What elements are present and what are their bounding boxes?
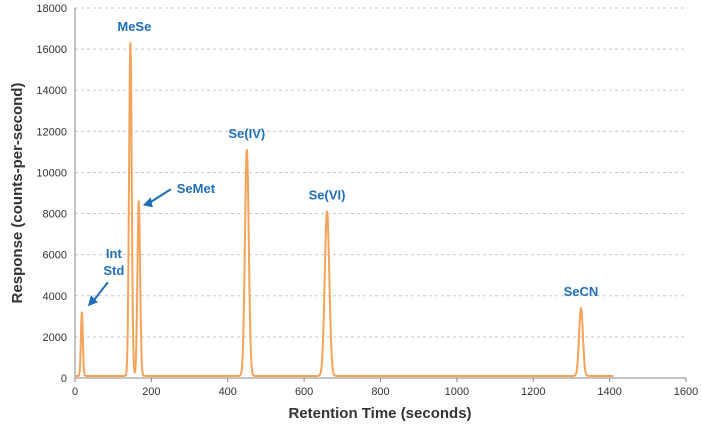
- y-tick-label: 14000: [36, 85, 67, 97]
- series-line-response: [74, 41, 615, 377]
- y-tick-label: 18000: [36, 3, 67, 15]
- peak-label-int-std: Std: [103, 263, 124, 278]
- y-tick-label: 16000: [36, 44, 67, 56]
- arrow-int-std: [93, 281, 109, 301]
- x-tick-label: 400: [219, 386, 237, 398]
- peak-label-seiv: Se(IV): [228, 126, 265, 141]
- peak-label-secn: SeCN: [564, 284, 599, 299]
- y-axis-title: Response (counts-per-second): [9, 83, 26, 304]
- x-tick-label: 1200: [521, 386, 545, 398]
- peak-annotations: Int Std MeSe SeMet Se(IV) Se(VI) SeCN: [87, 19, 599, 307]
- peak-label-semet: SeMet: [177, 181, 216, 196]
- tick-labels: 0200040006000800010000120001400016000180…: [36, 3, 698, 398]
- x-tick-label: 600: [295, 386, 313, 398]
- x-tick-label: 0: [72, 386, 78, 398]
- arrow-semet: [148, 188, 172, 205]
- y-tick-label: 4000: [43, 291, 67, 303]
- x-tick-label: 200: [142, 386, 160, 398]
- y-tick-label: 6000: [43, 250, 67, 262]
- peak-label-mese: MeSe: [117, 19, 151, 34]
- x-tick-label: 1000: [445, 386, 469, 398]
- y-tick-label: 12000: [36, 126, 67, 138]
- x-axis-title: Retention Time (seconds): [288, 405, 471, 422]
- arrow-head-int-std: [87, 295, 98, 307]
- arrow-head-semet: [142, 197, 153, 208]
- peak-label-sevi: Se(VI): [309, 188, 346, 203]
- x-tick-label: 1400: [597, 386, 621, 398]
- y-tick-label: 0: [61, 373, 67, 385]
- axes: [74, 8, 687, 382]
- y-tick-label: 2000: [43, 332, 67, 344]
- y-tick-label: 8000: [43, 209, 67, 221]
- peak-label-int-std: Int: [106, 246, 123, 261]
- x-tick-label: 800: [371, 386, 389, 398]
- x-tick-label: 1600: [674, 386, 698, 398]
- y-tick-label: 10000: [36, 167, 67, 179]
